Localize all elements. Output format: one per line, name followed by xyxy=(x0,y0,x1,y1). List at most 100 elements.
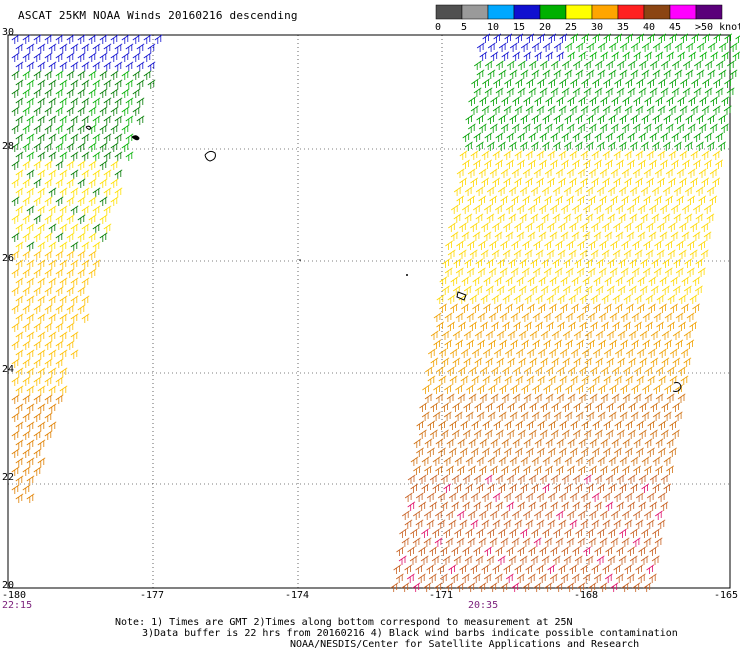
wind-barb xyxy=(662,213,671,223)
wind-barb xyxy=(110,106,119,116)
wind-barb xyxy=(539,546,548,556)
wind-barb xyxy=(480,366,488,376)
wind-barb xyxy=(77,178,86,188)
wind-barb xyxy=(506,501,515,511)
wind-barb xyxy=(37,241,46,251)
wind-barb xyxy=(22,160,31,170)
wind-barb xyxy=(697,267,706,277)
wind-barb xyxy=(620,267,629,277)
wind-barb xyxy=(37,313,46,323)
wind-barb xyxy=(570,78,578,88)
wind-barb xyxy=(33,124,42,134)
lon-label: -171 xyxy=(429,590,454,601)
wind-barb xyxy=(580,177,589,187)
wind-barb xyxy=(514,519,523,529)
wind-barb xyxy=(607,213,616,223)
wind-barb xyxy=(592,375,601,385)
wind-barb xyxy=(520,411,529,421)
wind-barb xyxy=(606,285,615,295)
wind-barb xyxy=(26,223,35,233)
wind-barb xyxy=(37,205,46,215)
wind-barb xyxy=(533,240,542,250)
wind-barb xyxy=(480,249,489,259)
wind-barb xyxy=(398,555,407,565)
wind-barb xyxy=(610,582,619,592)
wind-barb xyxy=(551,330,560,340)
wind-barb xyxy=(591,564,600,574)
wind-barb xyxy=(491,294,500,304)
wind-barb xyxy=(582,231,591,241)
wind-barb xyxy=(498,69,507,79)
wind-barb xyxy=(623,249,632,259)
wind-barb xyxy=(660,60,669,70)
wind-barb xyxy=(110,52,119,62)
wind-barb xyxy=(500,582,509,592)
wind-barb xyxy=(572,546,581,556)
wind-barb xyxy=(566,123,575,133)
wind-barb xyxy=(611,438,620,448)
wind-barb xyxy=(441,330,450,340)
wind-barb xyxy=(618,258,627,268)
wind-barb xyxy=(406,573,415,583)
wind-barb xyxy=(500,537,509,547)
wind-barb xyxy=(540,402,549,412)
wind-barb xyxy=(495,60,504,70)
wind-barb xyxy=(565,339,574,349)
wind-barb xyxy=(426,519,435,529)
wind-barb xyxy=(632,582,641,592)
wind-barb xyxy=(674,141,682,151)
wind-barb xyxy=(497,213,506,223)
wind-barb xyxy=(499,384,508,394)
wind-barb xyxy=(675,312,684,322)
wind-barb xyxy=(590,249,599,259)
wind-barb xyxy=(479,96,488,106)
wind-barb xyxy=(723,105,732,115)
wind-barb xyxy=(515,33,524,43)
wind-barb xyxy=(619,456,628,466)
wind-barb xyxy=(595,357,604,367)
wind-barb xyxy=(505,276,514,286)
wind-barb xyxy=(415,519,424,529)
wind-barb xyxy=(492,492,501,502)
wind-barb xyxy=(456,537,465,547)
wind-barb xyxy=(59,295,68,305)
wind-barb xyxy=(503,105,512,115)
legend-label: 45 xyxy=(669,22,681,33)
wind-barb xyxy=(543,312,552,322)
wind-barb xyxy=(432,456,441,466)
wind-barb xyxy=(478,195,487,205)
wind-barb xyxy=(535,321,544,331)
wind-barb xyxy=(516,204,525,214)
wind-barb xyxy=(604,303,612,313)
wind-barb xyxy=(638,132,647,142)
wind-barb xyxy=(401,537,410,547)
wind-barb xyxy=(59,61,68,71)
wind-barb xyxy=(526,348,535,358)
wind-barb xyxy=(658,33,667,43)
wind-barb xyxy=(614,348,623,358)
wind-barb xyxy=(506,474,515,484)
wind-barb xyxy=(575,411,584,421)
wind-barb xyxy=(503,564,512,574)
wind-barb xyxy=(605,132,614,142)
wind-barb xyxy=(424,393,433,403)
wind-barb xyxy=(541,555,550,565)
wind-barb xyxy=(544,582,553,592)
wind-barb xyxy=(684,258,693,268)
wind-barb xyxy=(687,168,696,178)
wind-barb xyxy=(26,313,35,323)
wind-barb xyxy=(479,393,488,403)
wind-barb xyxy=(407,474,416,484)
wind-barb xyxy=(633,465,642,475)
wind-barb xyxy=(686,312,695,322)
wind-barb xyxy=(581,348,590,358)
wind-barb xyxy=(654,168,663,178)
wind-barb xyxy=(470,492,479,502)
wind-barb xyxy=(661,285,670,295)
wind-barb xyxy=(662,186,671,196)
wind-barb xyxy=(114,61,123,71)
wind-barb xyxy=(33,106,42,116)
wind-barb xyxy=(581,447,589,457)
wind-barb xyxy=(473,474,482,484)
wind-barb xyxy=(15,169,24,179)
